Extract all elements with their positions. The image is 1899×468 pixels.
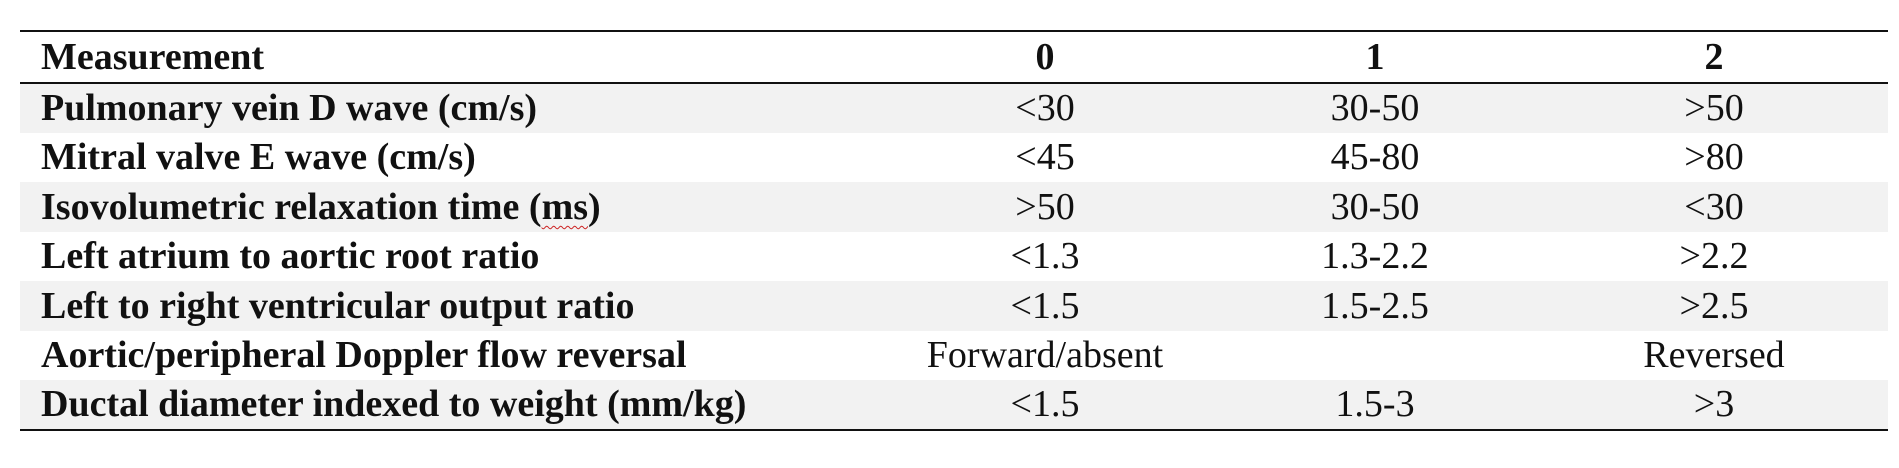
scoring-table: Measurement 0 1 2 Pulmonary vein D wave …: [20, 30, 1888, 431]
spellcheck-flagged-word[interactable]: ms: [541, 185, 589, 228]
cell-score-1: 30-50: [1330, 185, 1420, 228]
cell-score-1: 30-50: [1330, 87, 1420, 130]
cell-score-2: <30: [1684, 185, 1744, 228]
cell-score-2: >80: [1684, 136, 1744, 179]
cell-score-0: Forward/absent: [926, 334, 1164, 377]
row-label: Left atrium to aortic root ratio: [41, 235, 540, 278]
row-label: Isovolumetric relaxation time (ms): [20, 182, 880, 232]
cell-score-0: <1.3: [1010, 235, 1080, 278]
row-label-text-after: ): [588, 185, 601, 228]
row-label: Ductal diameter indexed to weight (mm/kg…: [20, 380, 880, 431]
header-score-1: 1: [1210, 30, 1540, 84]
table-row: Left to right ventricular output ratio <…: [20, 281, 1888, 331]
header-score-0: 0: [880, 30, 1210, 84]
header-measurement: Measurement: [20, 30, 880, 84]
cell-score-2: >3: [1540, 380, 1888, 431]
cell-score-2: >2.5: [1679, 284, 1749, 327]
cell-score-0: <1.5: [1010, 284, 1080, 327]
table-row: Pulmonary vein D wave (cm/s) <30 30-50 >…: [20, 83, 1888, 133]
scoring-table-container: Measurement 0 1 2 Pulmonary vein D wave …: [20, 30, 1888, 431]
cell-score-2: Reversed: [1643, 334, 1785, 377]
cell-score-1: 1.5-3: [1210, 380, 1540, 431]
table-row: Ductal diameter indexed to weight (mm/kg…: [20, 380, 1888, 431]
cell-score-2: >50: [1684, 87, 1744, 130]
row-label-text-before: Isovolumetric relaxation time (: [41, 185, 542, 228]
row-label: Mitral valve E wave (cm/s): [41, 136, 476, 179]
cell-score-0: <30: [1015, 87, 1075, 130]
cell-score-0: <1.5: [880, 380, 1210, 431]
table-row: Aortic/peripheral Doppler flow reversal …: [20, 331, 1888, 381]
cell-score-1: 1.3-2.2: [1321, 235, 1429, 278]
cell-score-1: [1210, 331, 1540, 381]
cell-score-0: >50: [1015, 185, 1075, 228]
cell-score-2: >2.2: [1679, 235, 1749, 278]
table-header-row: Measurement 0 1 2: [20, 30, 1888, 84]
cell-score-1: 1.5-2.5: [1321, 284, 1429, 327]
cell-score-1: 45-80: [1330, 136, 1420, 179]
table-row: Isovolumetric relaxation time (ms) >50 3…: [20, 182, 1888, 232]
row-label: Aortic/peripheral Doppler flow reversal: [41, 334, 687, 377]
cell-score-0: <45: [1015, 136, 1075, 179]
row-label: Left to right ventricular output ratio: [41, 284, 635, 327]
table-row: Left atrium to aortic root ratio <1.3 1.…: [20, 232, 1888, 282]
row-label: Pulmonary vein D wave (cm/s): [41, 87, 538, 130]
table-row: Mitral valve E wave (cm/s) <45 45-80 >80: [20, 133, 1888, 183]
header-score-2: 2: [1540, 30, 1888, 84]
